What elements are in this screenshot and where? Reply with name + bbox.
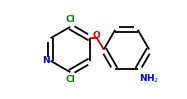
Text: O: O	[93, 31, 101, 40]
Text: Cl: Cl	[65, 15, 75, 24]
Text: Cl: Cl	[65, 75, 75, 84]
Text: NH$_2$: NH$_2$	[139, 72, 159, 85]
Text: N: N	[42, 56, 50, 65]
